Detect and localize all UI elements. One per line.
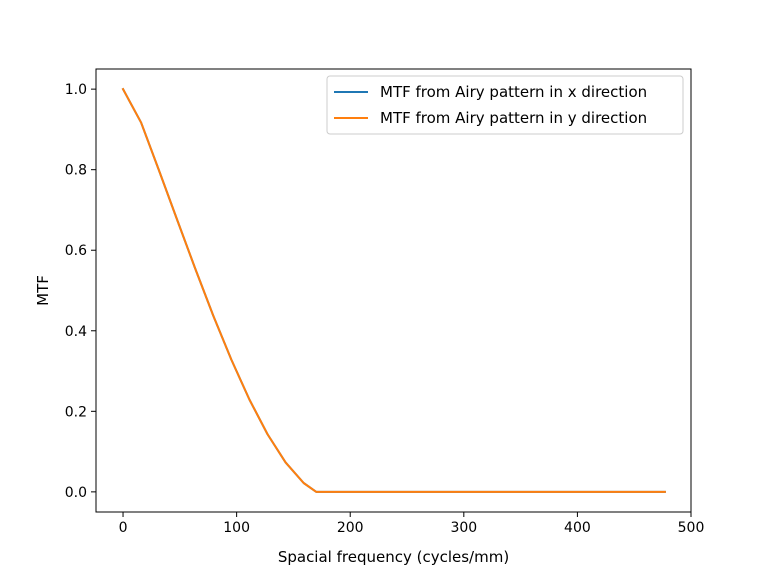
legend-label-x: MTF from Airy pattern in x direction [380, 83, 647, 101]
y-tick-label: 1.0 [65, 82, 87, 98]
plot-area [96, 69, 691, 512]
y-axis-ticks: 0.0 0.2 0.4 0.6 0.8 1.0 [65, 82, 96, 501]
series-lines [121, 87, 666, 493]
y-tick-label: 0.8 [65, 163, 87, 179]
y-tick-label: 0.0 [65, 485, 87, 501]
y-tick-label: 0.2 [65, 404, 87, 420]
y-axis-label: MTF [34, 275, 52, 306]
series-line-y-direction [121, 87, 666, 493]
x-axis-ticks: 0 100 200 300 400 500 [119, 512, 705, 536]
x-tick-label: 200 [337, 520, 364, 536]
legend: MTF from Airy pattern in x direction MTF… [326, 75, 684, 135]
x-tick-label: 100 [223, 520, 250, 536]
x-tick-label: 500 [678, 520, 705, 536]
plot-frame [95, 68, 692, 513]
y-tick-label: 0.4 [65, 324, 87, 340]
x-tick-label: 400 [564, 520, 591, 536]
legend-label-y: MTF from Airy pattern in y direction [380, 109, 647, 127]
legend-box [326, 75, 684, 135]
y-tick-label: 0.6 [65, 243, 87, 259]
x-tick-label: 0 [119, 520, 128, 536]
x-tick-label: 300 [450, 520, 477, 536]
x-axis-label: Spacial frequency (cycles/mm) [278, 548, 509, 566]
